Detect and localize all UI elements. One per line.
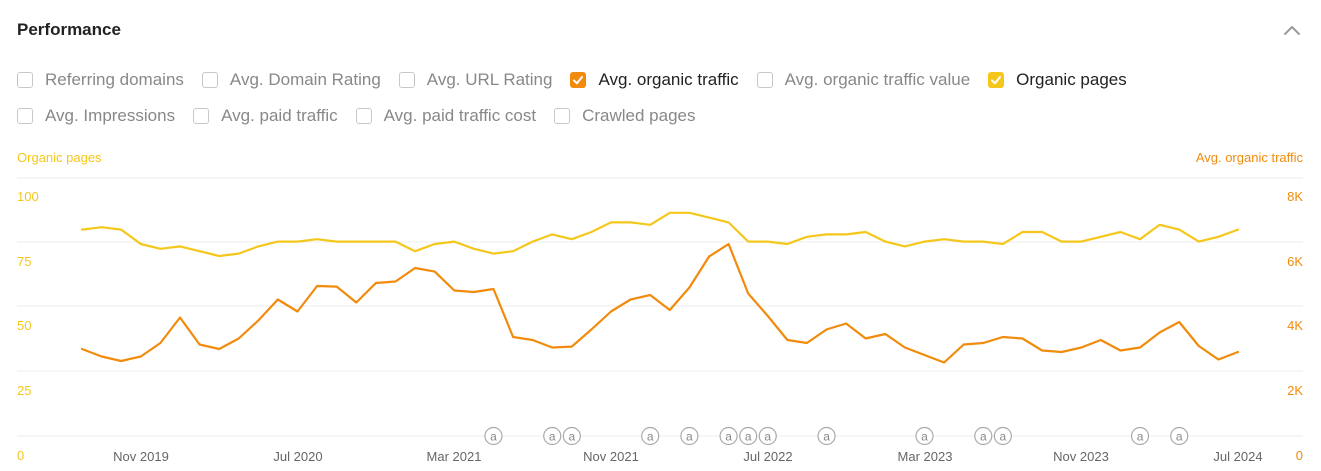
option-label-avg-paid-traffic: Avg. paid traffic	[221, 106, 338, 125]
performance-title: Performance	[17, 20, 121, 39]
checkbox-crawled-pages[interactable]	[554, 108, 571, 124]
right-axis-title: Avg. organic traffic	[1195, 150, 1303, 165]
left-tick-label: 100	[17, 189, 39, 204]
annotation-a-icon[interactable]: a	[484, 426, 503, 446]
chevron-up-icon[interactable]	[1282, 22, 1302, 38]
checkbox-avg-url-rating[interactable]	[398, 72, 415, 88]
x-tick-label: Jul 2024	[1213, 449, 1262, 464]
svg-text:a: a	[725, 430, 732, 444]
option-label-avg-domain-rating: Avg. Domain Rating	[229, 70, 381, 89]
left-tick-label: 0	[17, 448, 24, 463]
checkbox-organic-pages[interactable]	[988, 72, 1005, 88]
option-label-avg-organic-traffic-value: Avg. organic traffic value	[784, 70, 971, 89]
option-label-crawled-pages: Crawled pages	[582, 106, 696, 125]
annotation-a-icon[interactable]: a	[641, 426, 660, 446]
metric-options-row-2: Avg. Impressions Avg. paid traffic Avg. pa…	[17, 104, 696, 128]
option-avg-impressions[interactable]: Avg. Impressions	[17, 106, 175, 126]
x-tick-label: Jul 2020	[273, 449, 322, 464]
option-avg-organic-traffic-value[interactable]: Avg. organic traffic value	[756, 70, 971, 90]
right-tick-label: 2K	[1287, 383, 1303, 398]
x-tick-label: Mar 2023	[898, 449, 953, 464]
check-icon	[991, 76, 1002, 85]
annotation-a-icon[interactable]: a	[1130, 426, 1150, 446]
check-icon	[573, 76, 584, 85]
right-tick-label: 4K	[1287, 318, 1303, 333]
svg-text:a: a	[980, 430, 987, 444]
annotation-a-icon[interactable]: a	[739, 426, 758, 446]
x-tick-label: Nov 2023	[1053, 449, 1109, 464]
option-avg-url-rating[interactable]: Avg. URL Rating	[398, 70, 553, 90]
svg-text:a: a	[568, 430, 575, 444]
left-tick-label: 25	[17, 383, 31, 398]
x-tick-label: Nov 2021	[583, 449, 639, 464]
left-axis-title: Organic pages	[17, 150, 102, 165]
checkbox-avg-organic-traffic[interactable]	[570, 72, 587, 88]
option-label-organic-pages: Organic pages	[1016, 70, 1127, 89]
x-tick-label: Nov 2019	[113, 449, 169, 464]
checkbox-avg-impressions[interactable]	[17, 108, 33, 124]
svg-text:a: a	[764, 430, 771, 444]
left-tick-label: 50	[17, 318, 31, 333]
right-tick-label: 0	[1296, 448, 1303, 463]
right-tick-label: 6K	[1287, 254, 1303, 269]
option-organic-pages[interactable]: Organic pages	[988, 70, 1127, 90]
svg-text:a: a	[823, 430, 830, 444]
svg-text:a: a	[647, 430, 654, 444]
svg-text:a: a	[1176, 430, 1183, 444]
svg-text:a: a	[1137, 430, 1144, 444]
left-tick-label: 75	[17, 254, 31, 269]
svg-text:a: a	[549, 430, 556, 444]
checkbox-avg-organic-traffic-value[interactable]	[756, 72, 773, 88]
annotation-a-icon[interactable]: a	[680, 426, 699, 446]
option-crawled-pages[interactable]: Crawled pages	[554, 106, 696, 126]
option-avg-organic-traffic[interactable]: Avg. organic traffic	[570, 70, 739, 90]
x-tick-label: Jul 2022	[743, 449, 792, 464]
option-label-avg-impressions: Avg. Impressions	[45, 106, 176, 125]
metric-options-row-1: Referring domains Avg. Domain Rating Avg. …	[17, 68, 1127, 92]
svg-text:a: a	[745, 430, 752, 444]
svg-text:a: a	[686, 430, 693, 444]
option-referring-domains[interactable]: Referring domains	[17, 70, 184, 90]
option-label-referring-domains: Referring domains	[45, 70, 184, 89]
annotation-a-icon[interactable]: a	[758, 426, 777, 446]
checkbox-avg-paid-traffic-cost[interactable]	[355, 108, 372, 124]
annotation-a-icon[interactable]: a	[543, 426, 562, 446]
option-avg-paid-traffic[interactable]: Avg. paid traffic	[193, 106, 338, 126]
annotation-a-icon[interactable]: a	[915, 426, 934, 446]
right-tick-label: 8K	[1287, 189, 1303, 204]
svg-text:a: a	[921, 430, 928, 444]
annotation-a-icon[interactable]: a	[974, 426, 993, 446]
series-line-organic-pages	[80, 211, 1240, 258]
checkbox-avg-domain-rating[interactable]	[201, 72, 218, 88]
checkbox-avg-paid-traffic[interactable]	[193, 108, 210, 124]
option-label-avg-organic-traffic: Avg. organic traffic	[598, 70, 739, 89]
annotation-a-icon[interactable]: a	[1170, 426, 1189, 446]
svg-text:a: a	[1000, 430, 1007, 444]
annotation-a-icon[interactable]: a	[719, 426, 738, 446]
option-avg-domain-rating[interactable]: Avg. Domain Rating	[201, 70, 381, 90]
option-label-avg-paid-traffic-cost: Avg. paid traffic cost	[383, 106, 537, 125]
option-avg-paid-traffic-cost[interactable]: Avg. paid traffic cost	[355, 106, 537, 126]
checkbox-referring-domains[interactable]	[17, 72, 33, 88]
annotation-a-icon[interactable]: a	[562, 426, 581, 446]
svg-text:a: a	[490, 430, 497, 444]
annotation-a-icon[interactable]: a	[993, 426, 1012, 446]
annotation-a-icon[interactable]: a	[817, 426, 836, 446]
series-line-avg-organic-traffic	[80, 242, 1240, 364]
option-label-avg-url-rating: Avg. URL Rating	[426, 70, 553, 89]
x-tick-label: Mar 2021	[427, 449, 482, 464]
